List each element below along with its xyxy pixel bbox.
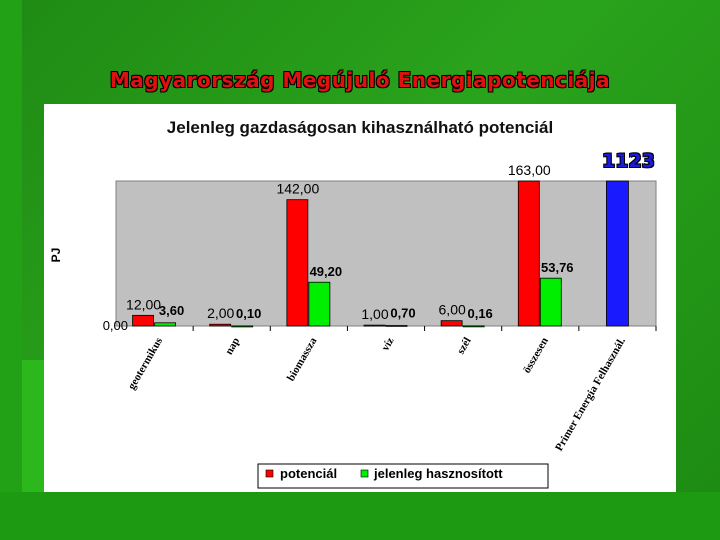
bar-hasznositott (154, 322, 176, 327)
plot-area (115, 180, 657, 327)
legend-swatch-hasznositott (360, 469, 369, 478)
y-tick-label: 0,00 (103, 318, 128, 333)
data-label: 1,00 (361, 306, 388, 322)
chart-title: Jelenleg gazdaságosan kihasználható pote… (166, 118, 554, 137)
data-label: 6,00 (439, 302, 466, 318)
data-label: 49,20 (310, 264, 343, 279)
background-stripe (0, 0, 22, 540)
data-label: 2,00 (207, 305, 234, 321)
legend-label-hasznositott: jelenleg hasznosított (373, 466, 503, 481)
data-label: 142,00 (276, 181, 319, 197)
x-tick-label: Primer Energia Felhasznál. (553, 335, 628, 453)
data-label: 0,70 (390, 305, 415, 320)
x-tick-label: geotermikus (126, 335, 166, 392)
data-label: 53,76 (541, 260, 574, 275)
slide-title: Magyarország Megújuló Energiapotenciája (109, 68, 611, 92)
y-axis-label: PJ (49, 248, 63, 263)
legend-box (257, 463, 549, 489)
bar-hasznositott (231, 325, 254, 328)
bar-potencial (440, 320, 463, 327)
data-label: 0,10 (236, 306, 261, 321)
x-tick-label: nap (223, 336, 242, 357)
background-footer (0, 492, 720, 540)
x-tick-label: összesen (521, 336, 551, 376)
x-tick-label: szél (455, 336, 474, 357)
legend-swatch-potencial (265, 469, 274, 478)
bar-hasznositott (308, 281, 331, 327)
data-label: 0,16 (467, 306, 492, 321)
primary-energy-value: 1123 (602, 150, 655, 172)
data-label: 12,00 (126, 296, 161, 312)
bar-hasznositott (462, 325, 485, 328)
bar-potencial (132, 314, 154, 327)
bar-potencial (517, 180, 540, 327)
x-tick-label: víz (379, 335, 396, 353)
data-label: 3,60 (159, 303, 184, 318)
bar-potencial (363, 324, 386, 327)
bar-potencial (209, 323, 232, 327)
data-label: 163,00 (508, 162, 551, 178)
x-tick-label: biomassza (285, 335, 320, 383)
bar-hasznositott (385, 324, 408, 327)
bar-primer-energia (606, 180, 629, 327)
bar-hasznositott (539, 277, 562, 327)
legend-label-potencial: potenciál (280, 466, 337, 481)
bar-potencial (286, 199, 309, 327)
